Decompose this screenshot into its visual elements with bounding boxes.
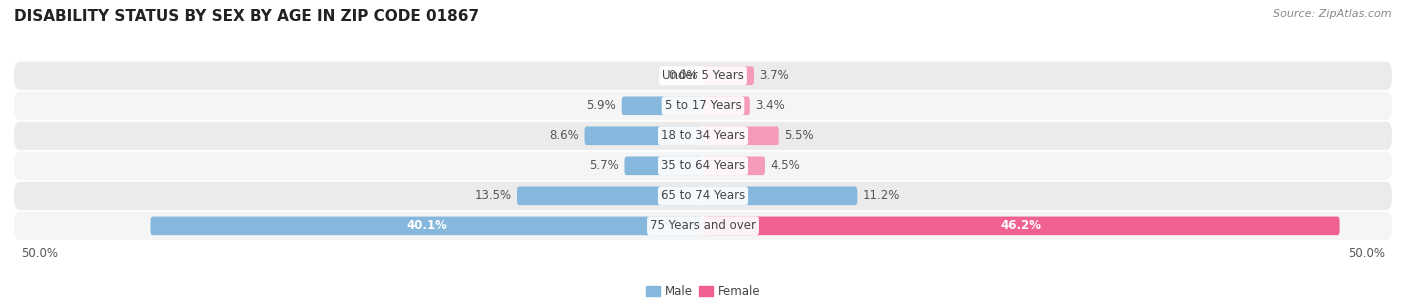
Text: 5.5%: 5.5% [785, 129, 814, 142]
Text: 50.0%: 50.0% [1348, 247, 1385, 261]
FancyBboxPatch shape [703, 126, 779, 145]
FancyBboxPatch shape [703, 96, 749, 115]
FancyBboxPatch shape [621, 96, 703, 115]
FancyBboxPatch shape [150, 216, 703, 235]
FancyBboxPatch shape [517, 187, 703, 205]
Text: 11.2%: 11.2% [863, 189, 900, 202]
Text: 18 to 34 Years: 18 to 34 Years [661, 129, 745, 142]
Text: 8.6%: 8.6% [550, 129, 579, 142]
Text: 0.0%: 0.0% [668, 69, 697, 82]
Text: 13.5%: 13.5% [474, 189, 512, 202]
Text: 65 to 74 Years: 65 to 74 Years [661, 189, 745, 202]
FancyBboxPatch shape [703, 216, 1340, 235]
FancyBboxPatch shape [624, 157, 703, 175]
Text: 46.2%: 46.2% [1001, 219, 1042, 232]
Text: 3.7%: 3.7% [759, 69, 789, 82]
Text: 50.0%: 50.0% [21, 247, 58, 261]
Legend: Male, Female: Male, Female [645, 285, 761, 298]
Text: 5.9%: 5.9% [586, 99, 616, 112]
FancyBboxPatch shape [703, 157, 765, 175]
FancyBboxPatch shape [14, 122, 1392, 150]
Text: 75 Years and over: 75 Years and over [650, 219, 756, 232]
FancyBboxPatch shape [14, 182, 1392, 210]
Text: 5.7%: 5.7% [589, 159, 619, 172]
FancyBboxPatch shape [585, 126, 703, 145]
FancyBboxPatch shape [703, 187, 858, 205]
Text: 4.5%: 4.5% [770, 159, 800, 172]
FancyBboxPatch shape [14, 152, 1392, 180]
FancyBboxPatch shape [703, 67, 754, 85]
FancyBboxPatch shape [14, 62, 1392, 90]
Text: Source: ZipAtlas.com: Source: ZipAtlas.com [1274, 9, 1392, 19]
Text: 3.4%: 3.4% [755, 99, 785, 112]
Text: 5 to 17 Years: 5 to 17 Years [665, 99, 741, 112]
Text: Under 5 Years: Under 5 Years [662, 69, 744, 82]
FancyBboxPatch shape [14, 92, 1392, 120]
Text: 40.1%: 40.1% [406, 219, 447, 232]
FancyBboxPatch shape [14, 212, 1392, 240]
Text: DISABILITY STATUS BY SEX BY AGE IN ZIP CODE 01867: DISABILITY STATUS BY SEX BY AGE IN ZIP C… [14, 9, 479, 24]
Text: 35 to 64 Years: 35 to 64 Years [661, 159, 745, 172]
